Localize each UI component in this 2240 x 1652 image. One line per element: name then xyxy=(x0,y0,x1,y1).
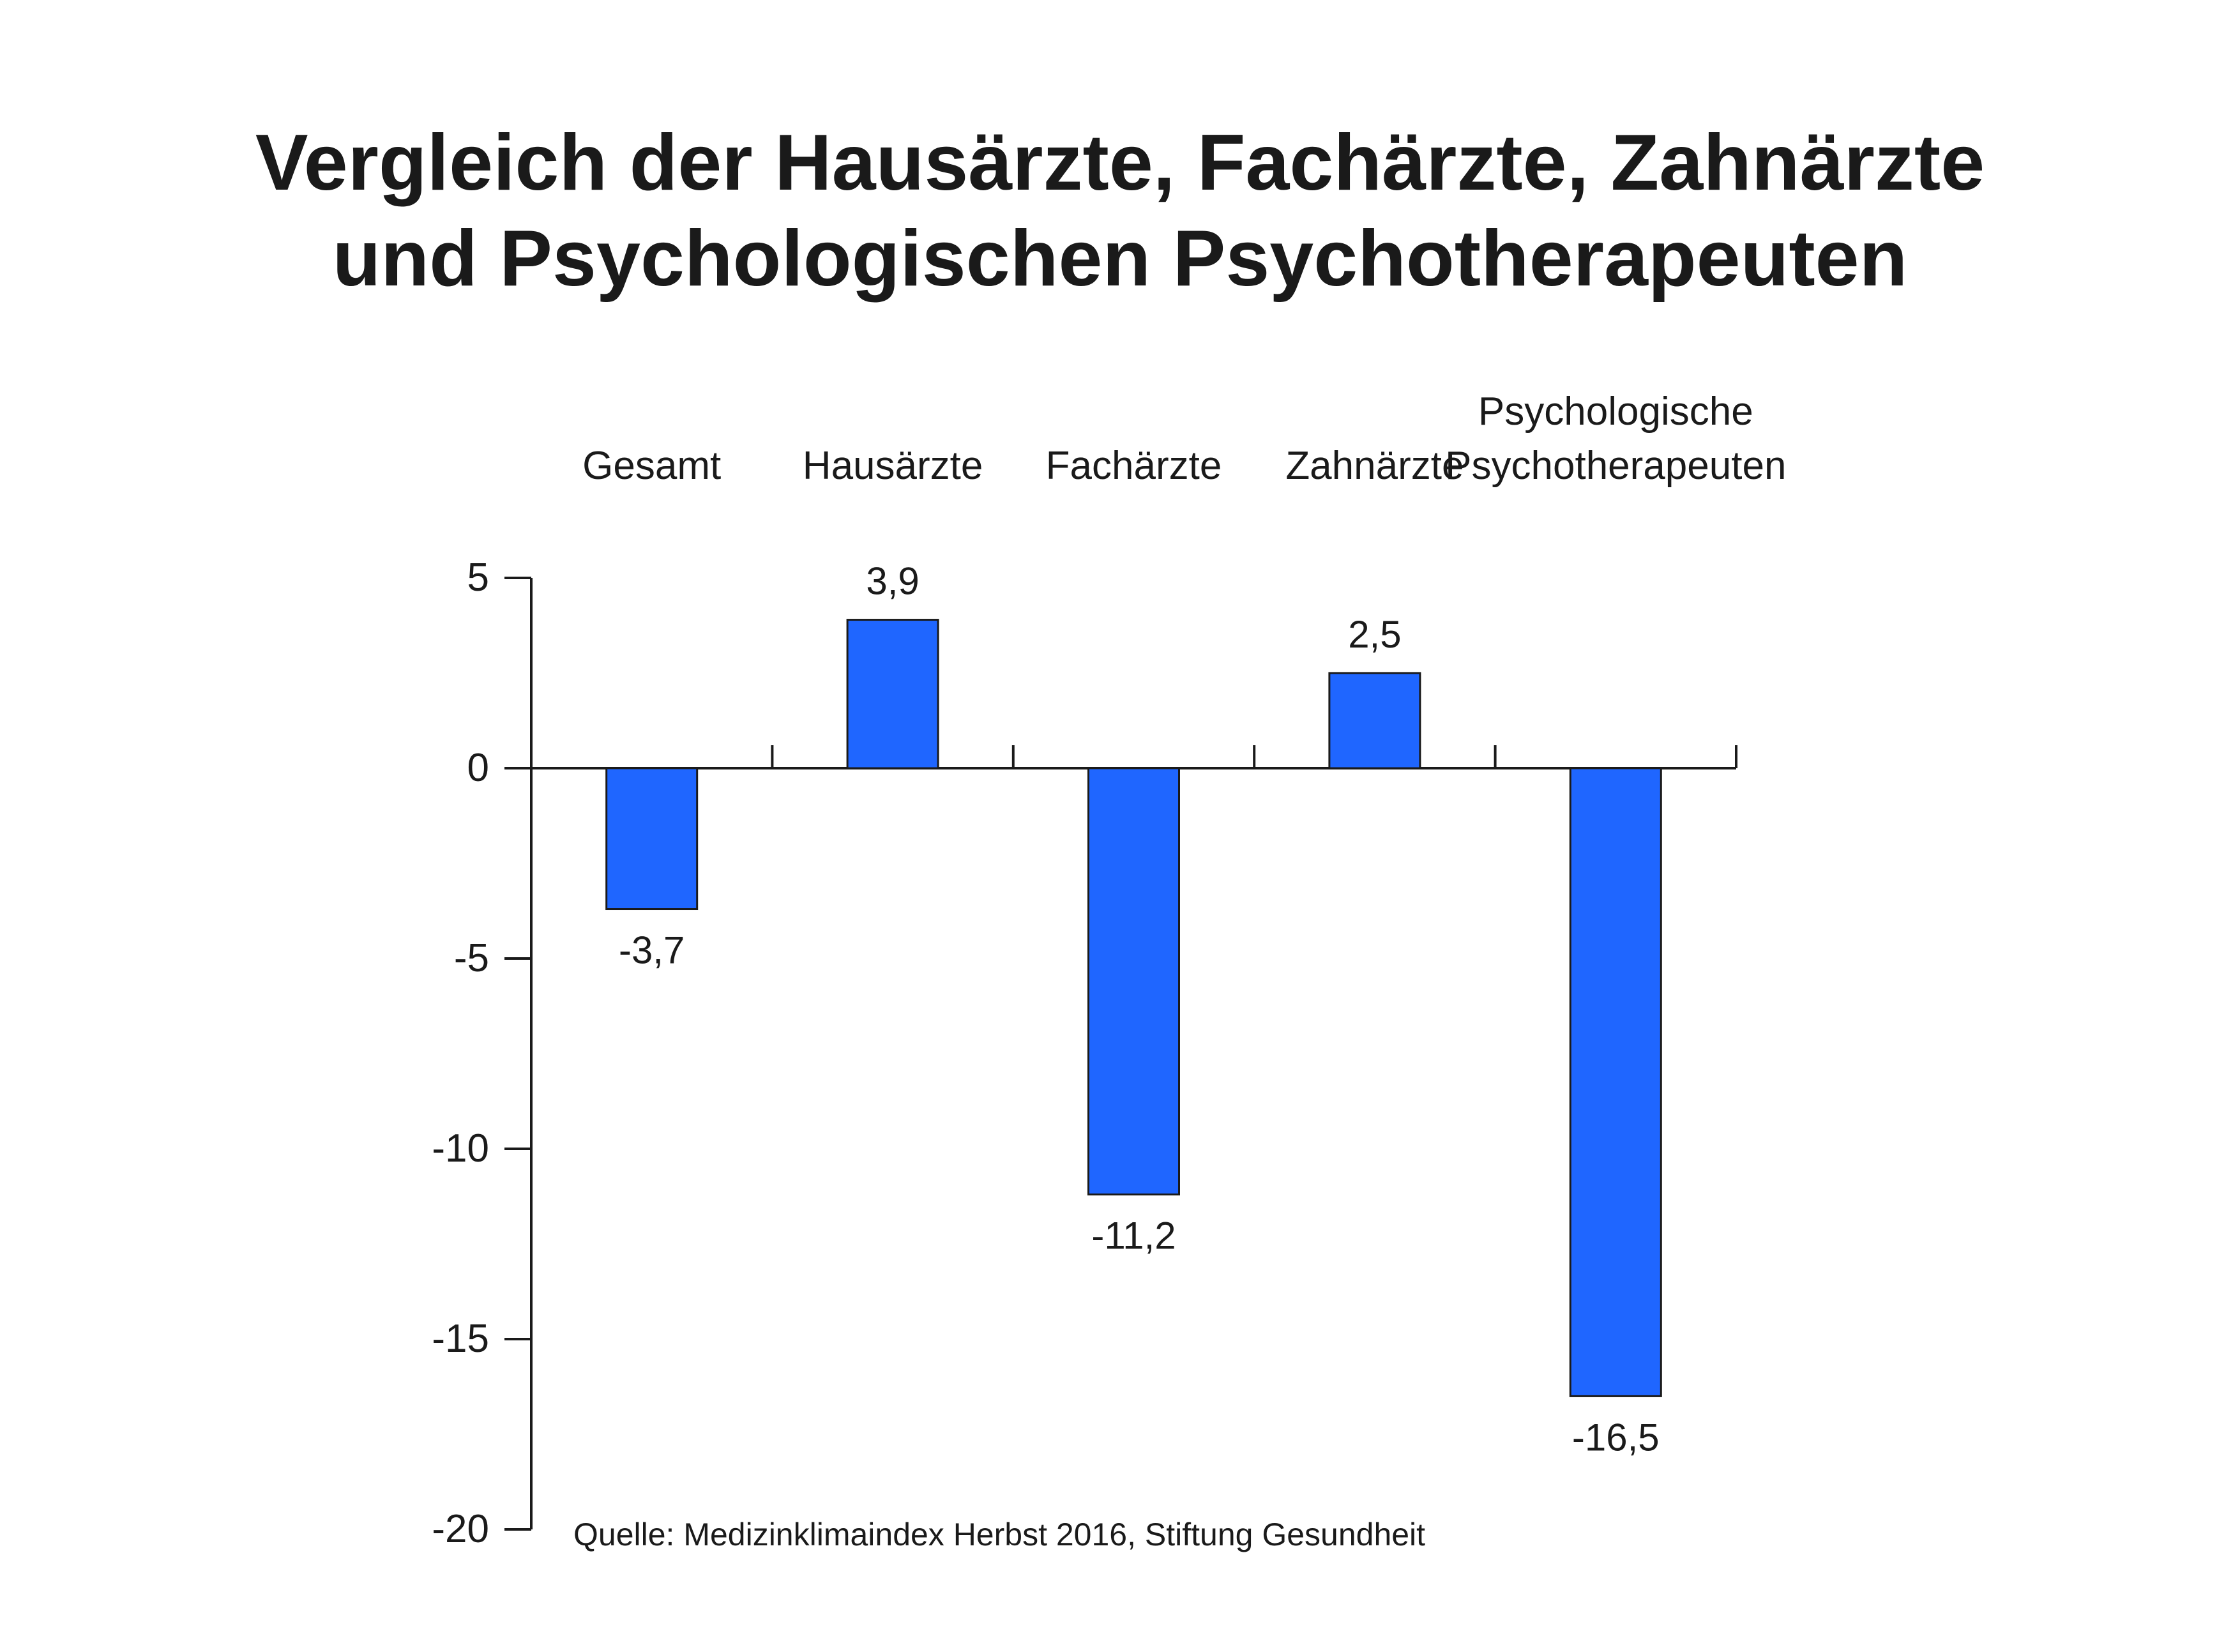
y-tick-label-5: -20 xyxy=(432,1507,489,1551)
category-label-1: Hausärzte xyxy=(803,444,983,488)
y-tick-label-4: -15 xyxy=(432,1317,489,1361)
y-tick-label-3: -10 xyxy=(432,1126,489,1171)
bars xyxy=(605,619,1662,1397)
y-tick-label-1: 0 xyxy=(467,746,489,790)
y-tick-label-2: -5 xyxy=(454,936,489,980)
data-label-0: -3,7 xyxy=(619,929,685,972)
chart-title-line-2: und Psychologischen Psychotherapeuten xyxy=(332,215,1908,303)
data-labels: -3,7 3,9 -11,2 2,5 -16,5 xyxy=(619,560,1660,1459)
bar-1 xyxy=(846,619,939,769)
category-label-4-line-0: Psychologische xyxy=(1478,390,1753,434)
data-label-2: -11,2 xyxy=(1091,1215,1176,1257)
bar-0 xyxy=(605,767,699,911)
chart-title: Vergleich der Hausärzte, Fachärzte, Zahn… xyxy=(0,115,2240,307)
bar-2 xyxy=(1087,767,1180,1196)
data-label-4: -16,5 xyxy=(1572,1416,1660,1459)
x-axis xyxy=(531,745,1737,769)
category-label-4-line-1: Psychotherapeuten xyxy=(1445,444,1786,488)
source-note: Quelle: Medizinklimaindex Herbst 2016, S… xyxy=(573,1517,1425,1552)
chart-title-line-1: Vergleich der Hausärzte, Fachärzte, Zahn… xyxy=(255,119,1985,207)
bar-3 xyxy=(1328,672,1421,769)
category-label-0: Gesamt xyxy=(582,444,721,488)
data-label-3: 2,5 xyxy=(1348,613,1401,656)
data-label-1: 3,9 xyxy=(866,560,919,603)
category-label-3: Zahnärzte xyxy=(1285,444,1464,488)
bar-4 xyxy=(1569,767,1662,1397)
category-labels: Gesamt Hausärzte Fachärzte Zahnärzte Psychol… xyxy=(582,390,1786,488)
y-axis: 5 0 -5 -10 -15 -20 xyxy=(432,556,533,1551)
y-tick-label-0: 5 xyxy=(467,556,489,600)
category-label-2: Fachärzte xyxy=(1046,444,1222,488)
